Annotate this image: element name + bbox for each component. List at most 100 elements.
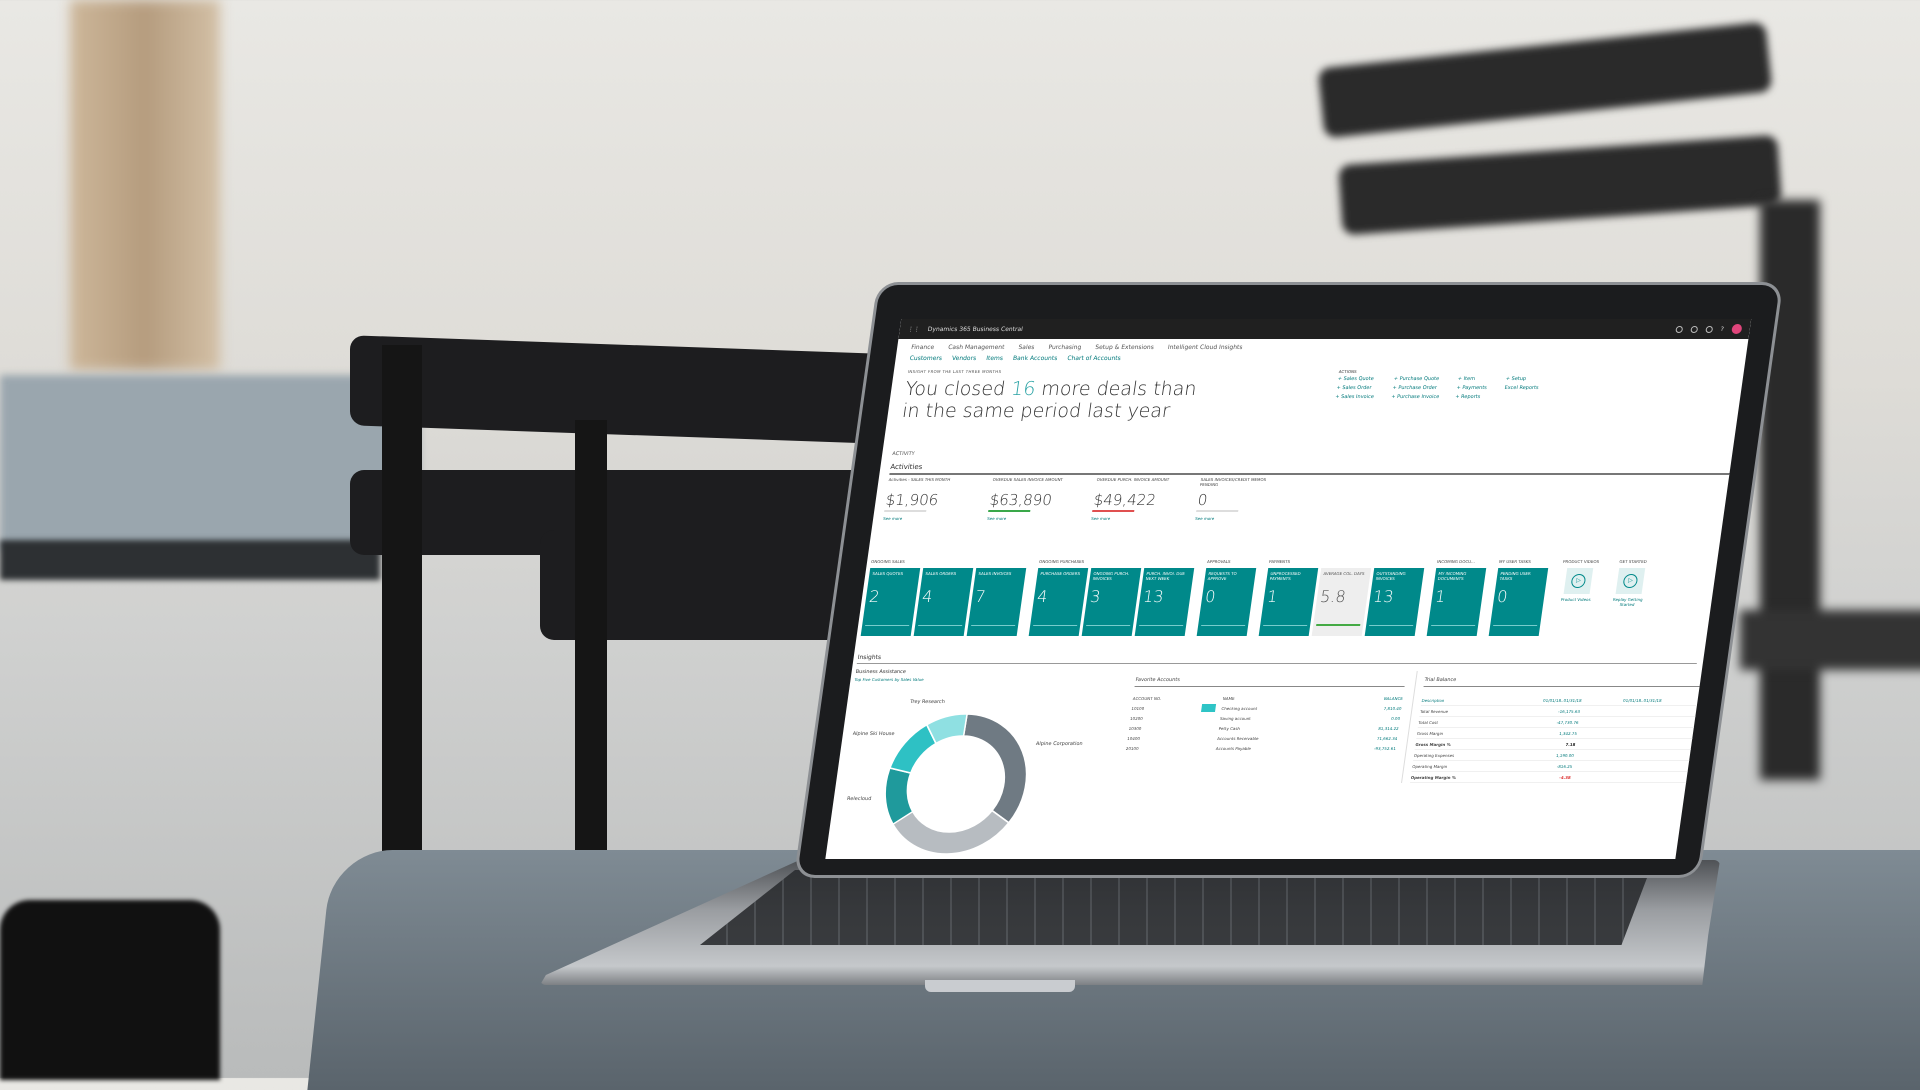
action-link[interactable]: Excel Reports (1504, 385, 1539, 391)
cue-tile[interactable]: REQUESTS TO APPROVE 0 (1196, 568, 1257, 636)
action-link[interactable]: + Item (1457, 376, 1476, 382)
account-balance[interactable]: 81,314.22 (1378, 725, 1400, 731)
nav-menu-item[interactable]: Intelligent Cloud Insights (1167, 344, 1243, 351)
cue-tile[interactable]: SALES QUOTES 2 (860, 568, 921, 636)
avatar[interactable] (1731, 324, 1743, 334)
tile-label: MY INCOMING DOCUMENTS (1437, 571, 1467, 581)
tile-group-title: ONGOING SALES (870, 559, 906, 564)
account-balance[interactable]: 71,662.34 (1376, 735, 1398, 741)
nav-link[interactable]: Chart of Accounts (1066, 355, 1122, 362)
tile-group-title: APPROVALS (1206, 559, 1231, 564)
bell-icon[interactable] (1690, 325, 1699, 333)
gear-icon[interactable] (1705, 325, 1714, 333)
account-balance[interactable]: 7,810.40 (1383, 705, 1402, 711)
account-no[interactable]: 10400 (1126, 735, 1141, 741)
table-row[interactable]: 10400 Accounts Receivable 71,662.34 (1127, 733, 1398, 743)
row-value[interactable]: -16,175.63 (1557, 708, 1581, 714)
kpi-value[interactable]: $49,422 (1092, 491, 1158, 509)
tile-indicator (918, 625, 963, 626)
table-row[interactable]: 10200 Saving account 0.00 (1129, 713, 1401, 723)
row-value[interactable]: -816.25 (1556, 763, 1573, 769)
nav-menu-item[interactable]: Cash Management (947, 344, 1005, 351)
nav-link[interactable]: Customers (909, 355, 943, 362)
nav-menu-item[interactable]: Purchasing (1047, 344, 1082, 351)
account-balance[interactable]: -93,752.61 (1373, 745, 1397, 751)
account-balance[interactable]: 0.00 (1390, 715, 1401, 721)
tile-label: UNPROCESSED PAYMENTS (1269, 571, 1302, 581)
nav-link[interactable]: Vendors (951, 355, 977, 362)
account-no[interactable]: 20100 (1125, 745, 1140, 751)
cue-tile[interactable]: AVERAGE COL. DAYS 5.8 (1311, 568, 1372, 636)
kpi-value[interactable]: 0 (1196, 491, 1209, 509)
headline-number[interactable]: 16 (1009, 378, 1037, 400)
part-title[interactable]: Business Assistance (855, 669, 907, 675)
cue-tile[interactable]: SALES INVOICES 7 (966, 568, 1027, 636)
tile-value: 3 (1088, 587, 1102, 606)
cue-tile[interactable]: SALES ORDERS 4 (913, 568, 974, 636)
tile-label: REQUESTS TO APPROVE (1207, 571, 1238, 581)
video-caption[interactable]: Replay Getting Started (1612, 597, 1643, 607)
see-more-link[interactable]: See more (1194, 516, 1215, 521)
kpi-value[interactable]: $63,890 (988, 491, 1054, 509)
tile-indicator (865, 625, 910, 626)
row-value[interactable]: -4.38 (1558, 774, 1572, 780)
kpi-indicator-bar (884, 510, 927, 512)
action-link[interactable]: + Sales Quote (1337, 376, 1375, 382)
action-link[interactable]: + Purchase Quote (1393, 376, 1440, 382)
search-icon[interactable] (1675, 325, 1684, 333)
action-link[interactable]: + Reports (1454, 394, 1481, 400)
chart-subtitle[interactable]: Top Five Customers by Sales Value (854, 677, 925, 682)
row-value[interactable]: -47,730.76 (1556, 719, 1579, 725)
cue-tile[interactable]: PURCHASE ORDERS 4 (1028, 568, 1089, 636)
tile-group: PAYMENTS UNPROCESSED PAYMENTS 1 AVERAGE COL… (1258, 559, 1426, 636)
cue-tile[interactable]: ONGOING PURCH. INVOICES 3 (1081, 568, 1142, 636)
donut-slice[interactable] (889, 809, 1011, 855)
favorites-title[interactable]: Favorite Accounts (1134, 671, 1407, 687)
nav-menu-item[interactable]: Setup & Extensions (1094, 344, 1155, 351)
cue-tile[interactable]: MY INCOMING DOCUMENTS 1 (1426, 568, 1487, 636)
account-no[interactable]: 10200 (1129, 715, 1144, 721)
cue-tile[interactable]: OUTSTANDING INVOICES 13 (1364, 568, 1425, 636)
kpi-value[interactable]: $1,906 (884, 491, 940, 509)
see-more-link[interactable]: See more (986, 516, 1007, 521)
col-name: NAME (1222, 695, 1236, 701)
row-value[interactable]: 1,190.00 (1555, 752, 1575, 758)
play-icon[interactable]: ▷ (1622, 574, 1639, 588)
tile-label: SALES ORDERS (925, 571, 957, 576)
donut-slice[interactable] (924, 713, 968, 745)
cue-tile[interactable]: UNPROCESSED PAYMENTS 1 (1258, 568, 1319, 636)
row-value[interactable]: 7.18 (1565, 741, 1576, 747)
account-no[interactable]: 10100 (1131, 705, 1145, 711)
headline-text: You closed 16 more deals than in the sam… (901, 378, 1207, 422)
table-row[interactable]: 10100 Checking account 7,810.40 (1131, 703, 1402, 713)
action-link[interactable]: + Purchase Invoice (1390, 394, 1440, 400)
help-icon[interactable]: ? (1720, 325, 1725, 333)
action-link[interactable] (1503, 394, 1560, 400)
play-icon[interactable]: ▷ (1570, 574, 1587, 588)
tile-indicator (1493, 625, 1538, 626)
video-caption[interactable]: Product Videos (1560, 597, 1592, 602)
action-link[interactable]: + Payments (1456, 385, 1488, 391)
see-more-link[interactable]: See more (882, 516, 903, 521)
video-tile[interactable]: ▷ (1615, 568, 1646, 594)
nav-link[interactable]: Items (985, 355, 1004, 362)
nav-menu-item[interactable]: Sales (1017, 344, 1035, 351)
cue-tile[interactable]: PURCH. INVOI. DUE NEXT WEEK 13 (1134, 568, 1195, 636)
account-no[interactable]: 10300 (1128, 725, 1142, 731)
action-link[interactable]: + Sales Order (1336, 385, 1372, 391)
action-link[interactable]: + Purchase Order (1392, 385, 1438, 391)
trial-title[interactable]: Trial Balance (1423, 671, 1707, 687)
action-link[interactable]: + Sales Invoice (1334, 394, 1375, 400)
nav-menu-item[interactable]: Finance (910, 344, 935, 351)
nav-link[interactable]: Bank Accounts (1012, 355, 1058, 362)
row-value[interactable]: 1,342.75 (1558, 730, 1578, 736)
action-link[interactable]: + Setup (1505, 376, 1527, 382)
video-tile[interactable]: ▷ (1563, 568, 1594, 594)
table-row[interactable]: 20100 Accounts Payable -93,752.61 (1125, 743, 1397, 753)
cue-tile[interactable]: PENDING USER TASKS 0 (1488, 568, 1549, 636)
see-more-link[interactable]: See more (1090, 516, 1111, 521)
table-row: Operating Expenses 1,190.00 (1413, 750, 1696, 761)
table-row[interactable]: 10300 Petty Cash 81,314.22 (1128, 723, 1399, 733)
waffle-icon[interactable]: ⋮⋮ (907, 325, 921, 333)
row-description: Gross Margin (1416, 730, 1444, 736)
